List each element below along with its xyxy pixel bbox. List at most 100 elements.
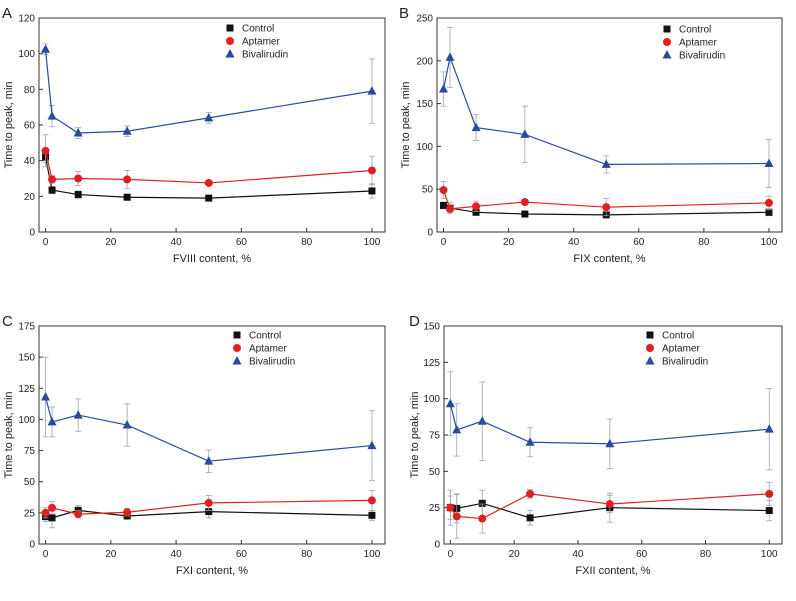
data-point — [48, 175, 57, 184]
y-axis-title: Time to peak, min — [409, 391, 421, 478]
y-tick-label: 60 — [24, 121, 36, 132]
plot-frame — [38, 325, 386, 545]
y-tick-label: 175 — [18, 322, 35, 333]
data-point — [47, 111, 57, 120]
data-point — [472, 202, 481, 211]
data-point — [205, 194, 213, 202]
x-tick-label: 20 — [105, 237, 117, 248]
data-point — [122, 126, 132, 135]
x-tick-label: 0 — [448, 549, 454, 560]
x-tick-label: 100 — [364, 549, 381, 560]
legend-label: Bivalirudin — [679, 51, 725, 62]
y-tick-label: 0 — [29, 540, 35, 551]
legend-marker — [233, 344, 241, 352]
y-tick-label: 40 — [24, 156, 36, 167]
series-aptamer — [41, 490, 376, 519]
data-point — [521, 210, 529, 218]
panel-letter: C — [2, 313, 13, 330]
panel-d: D 0 25 50 75 100 125 150 0 20 40 60 80 100 FXII conten… — [409, 313, 783, 577]
legend-label: Control — [662, 331, 694, 342]
legend-marker — [663, 25, 671, 33]
x-tick-label: 60 — [236, 549, 248, 560]
data-point — [439, 84, 449, 93]
plot-frame — [443, 325, 783, 545]
legend: Control Aptamer Bivalirudin — [232, 331, 295, 368]
panel-c: C 0 25 50 75 100 125 150 175 0 20 40 60 80 100 FXI cont… — [2, 313, 386, 577]
data-point — [204, 178, 213, 187]
y-tick-label: 25 — [429, 503, 441, 514]
data-point — [367, 166, 376, 175]
x-tick-label: 40 — [171, 237, 183, 248]
y-tick-label: 100 — [18, 49, 35, 60]
data-point — [48, 503, 57, 512]
y-tick-label: 0 — [434, 540, 440, 551]
data-point — [520, 198, 529, 207]
data-point — [602, 203, 611, 212]
series-bivalirudin — [41, 356, 377, 481]
legend-label: Control — [249, 331, 281, 342]
series-aptamer — [446, 481, 774, 539]
y-tick-label: 25 — [24, 508, 36, 519]
y-tick-label: 20 — [24, 192, 36, 203]
y-axis-title: Time to peak, min — [3, 81, 15, 168]
y-tick-label: 50 — [422, 185, 434, 196]
data-point — [520, 129, 530, 138]
data-point — [452, 424, 462, 434]
panel-b: B 0 50 100 150 200 250 0 20 40 60 80 100 FIX content,… — [399, 5, 783, 265]
legend-label: Bivalirudin — [242, 50, 288, 61]
data-point — [122, 420, 132, 429]
series-control — [42, 151, 376, 202]
data-point — [440, 201, 448, 209]
series-line — [44, 150, 372, 184]
panel-letter: B — [399, 5, 409, 22]
y-tick-label: 200 — [416, 56, 433, 67]
data-point — [471, 122, 481, 132]
data-point — [73, 128, 83, 137]
data-point — [204, 456, 214, 465]
legend-marker — [662, 50, 672, 59]
x-tick-label: 100 — [364, 237, 381, 248]
series-line — [449, 403, 770, 445]
x-tick-label: 100 — [761, 237, 778, 248]
x-axis-title: FIX content, % — [573, 253, 645, 265]
data-point — [445, 52, 455, 61]
data-point — [74, 191, 82, 199]
data-point — [41, 392, 51, 401]
data-point — [764, 198, 773, 207]
data-point — [123, 193, 131, 201]
y-axis-title: Time to peak, min — [400, 81, 412, 168]
y-tick-label: 75 — [429, 431, 441, 442]
x-tick-label: 60 — [633, 237, 645, 248]
legend-label: Aptamer — [662, 344, 700, 355]
y-tick-label: 150 — [416, 99, 433, 110]
data-point — [123, 508, 132, 517]
x-tick-label: 20 — [105, 549, 117, 560]
legend-marker — [646, 344, 654, 352]
series-line — [44, 49, 373, 134]
y-tick-label: 100 — [423, 394, 440, 405]
data-point — [472, 208, 480, 216]
x-tick-label: 0 — [43, 237, 49, 248]
data-point — [368, 187, 376, 195]
legend: Control Aptamer Bivalirudin — [645, 331, 708, 368]
y-tick-label: 0 — [427, 228, 433, 239]
x-tick-label: 60 — [236, 237, 248, 248]
x-tick-label: 80 — [698, 237, 710, 248]
x-tick-label: 40 — [572, 549, 584, 560]
data-point — [605, 438, 615, 448]
panel-letter: A — [2, 5, 12, 22]
data-point — [478, 499, 486, 507]
data-point — [48, 186, 56, 194]
y-tick-label: 100 — [18, 415, 35, 426]
y-tick-label: 50 — [24, 477, 36, 488]
data-point — [73, 410, 83, 419]
data-point — [41, 44, 51, 53]
data-point — [41, 146, 50, 155]
y-tick-label: 125 — [18, 384, 35, 395]
y-tick-label: 150 — [18, 353, 35, 364]
data-point — [477, 416, 487, 425]
series-bivalirudin — [41, 43, 377, 139]
x-tick-label: 40 — [171, 549, 183, 560]
series-bivalirudin — [445, 371, 774, 471]
